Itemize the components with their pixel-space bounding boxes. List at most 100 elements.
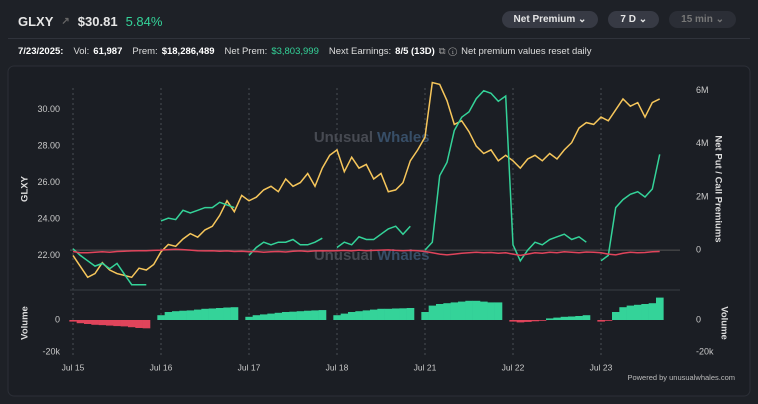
volume-bar — [91, 320, 99, 325]
watermark: Unusual — [314, 129, 373, 146]
interval-select[interactable]: 15 min ⌄ — [669, 11, 736, 28]
x-tick-label: Jul 18 — [326, 362, 349, 372]
price: $30.81 — [77, 13, 118, 29]
y2-axis-title: Volume — [718, 306, 729, 340]
title-row: GLXY ↗ $30.81 5.84% — [18, 11, 162, 31]
y2-tick-label: 2M — [696, 191, 709, 201]
volume-bar — [575, 316, 583, 320]
volume-bar — [355, 311, 363, 320]
volume-bar — [597, 320, 605, 322]
volume-bar — [619, 307, 627, 320]
label: 7 D — [620, 14, 636, 25]
volume-bar — [568, 316, 576, 320]
volume-bar — [172, 311, 180, 320]
volume-bar — [656, 297, 664, 320]
volume-bar — [260, 314, 268, 320]
volume-bar — [399, 308, 407, 320]
volume-bar — [230, 307, 239, 320]
volume-bar — [450, 302, 459, 320]
volume-bar — [436, 304, 444, 320]
volume-bar — [186, 310, 195, 320]
volume-bar — [106, 320, 114, 326]
x-tick-label: Jul 16 — [150, 362, 173, 372]
volume-bar — [208, 308, 217, 320]
y-tick-label: -20k — [42, 346, 60, 356]
volume-bar — [179, 310, 187, 320]
volume-bar — [98, 320, 107, 326]
link-icon[interactable]: ↗ — [61, 15, 70, 27]
volume-bar — [267, 313, 275, 320]
chart-panel — [7, 65, 751, 397]
icon[interactable]: ⧉ ⓘ — [438, 46, 458, 57]
volume-bar — [128, 320, 136, 328]
volume-bar — [458, 301, 466, 320]
volume-bar — [318, 310, 327, 320]
y-tick-label: 28.00 — [37, 141, 60, 151]
volume-bar — [157, 315, 165, 320]
volume-bar — [164, 312, 173, 320]
value: 8/5 (13D) — [395, 46, 435, 57]
range-select[interactable]: 7 D ⌄ — [608, 11, 660, 28]
volume-bar — [76, 320, 85, 324]
volume-bar — [340, 313, 349, 320]
y-axis-title: GLXY — [20, 175, 31, 202]
volume-bar — [634, 304, 642, 320]
y-tick-label: 30.00 — [37, 104, 60, 114]
volume-bar — [546, 318, 554, 320]
info-row: 7/23/2025: Vol: 61,987 Prem: $18,286,489 N… — [18, 46, 592, 57]
ticker: GLXY — [18, 13, 54, 29]
volume-bar — [223, 307, 231, 320]
volume-bar — [384, 308, 393, 320]
volume-bar — [274, 312, 283, 320]
value: $18,286,489 — [161, 46, 215, 57]
label: Vol: — [73, 46, 90, 57]
label: Next Earnings: — [328, 46, 392, 57]
label: 15 min — [681, 14, 713, 25]
volume-bar — [626, 305, 635, 320]
volume-bar — [252, 315, 261, 320]
volume-bar — [304, 310, 312, 320]
volume-bar — [553, 317, 561, 320]
volume-bar — [84, 320, 92, 324]
y2-tick-label: 0 — [696, 245, 701, 255]
y-tick-label: 24.00 — [37, 213, 60, 223]
volume-bar — [377, 308, 385, 320]
watermark: Whales — [377, 129, 430, 146]
volume-bar — [472, 300, 481, 320]
x-tick-label: Jul 15 — [62, 362, 85, 372]
y2-tick-label: -20k — [696, 346, 714, 356]
y-axis-title: Volume — [20, 306, 31, 340]
volume-bar — [201, 308, 209, 320]
volume-bar — [494, 302, 503, 320]
volume-bar — [516, 320, 525, 323]
note: Net premium values reset daily — [461, 46, 592, 57]
volume-bar — [604, 320, 613, 321]
volume-bar — [282, 312, 290, 320]
metric-select[interactable]: Net Premium ⌄ — [501, 11, 599, 28]
series-line — [72, 81, 661, 279]
volume-bar — [370, 309, 378, 320]
volume-bar — [113, 320, 121, 327]
volume-bar — [524, 320, 532, 322]
value: 61,987 — [93, 46, 123, 57]
volume-bar — [428, 305, 437, 320]
date: 7/23/2025: — [18, 46, 64, 57]
x-tick-label: Jul 21 — [414, 362, 437, 372]
volume-bar — [612, 312, 620, 320]
volume-bar — [560, 316, 569, 320]
label: Prem: — [132, 46, 158, 57]
x-tick-label: Jul 22 — [502, 362, 525, 372]
volume-bar — [487, 302, 495, 320]
y2-axis-title: Net Put / Call Premiums — [712, 135, 723, 242]
volume-bar — [538, 320, 547, 321]
series-line — [72, 248, 660, 257]
volume-bar — [142, 320, 151, 329]
volume-bar — [480, 301, 488, 320]
controls: Net Premium ⌄ 7 D ⌄ 15 min ⌄ — [501, 11, 736, 28]
x-tick-label: Jul 17 — [238, 362, 261, 372]
volume-bar — [289, 311, 297, 320]
x-tick-label: Jul 23 — [590, 362, 613, 372]
volume-bar — [465, 300, 473, 320]
